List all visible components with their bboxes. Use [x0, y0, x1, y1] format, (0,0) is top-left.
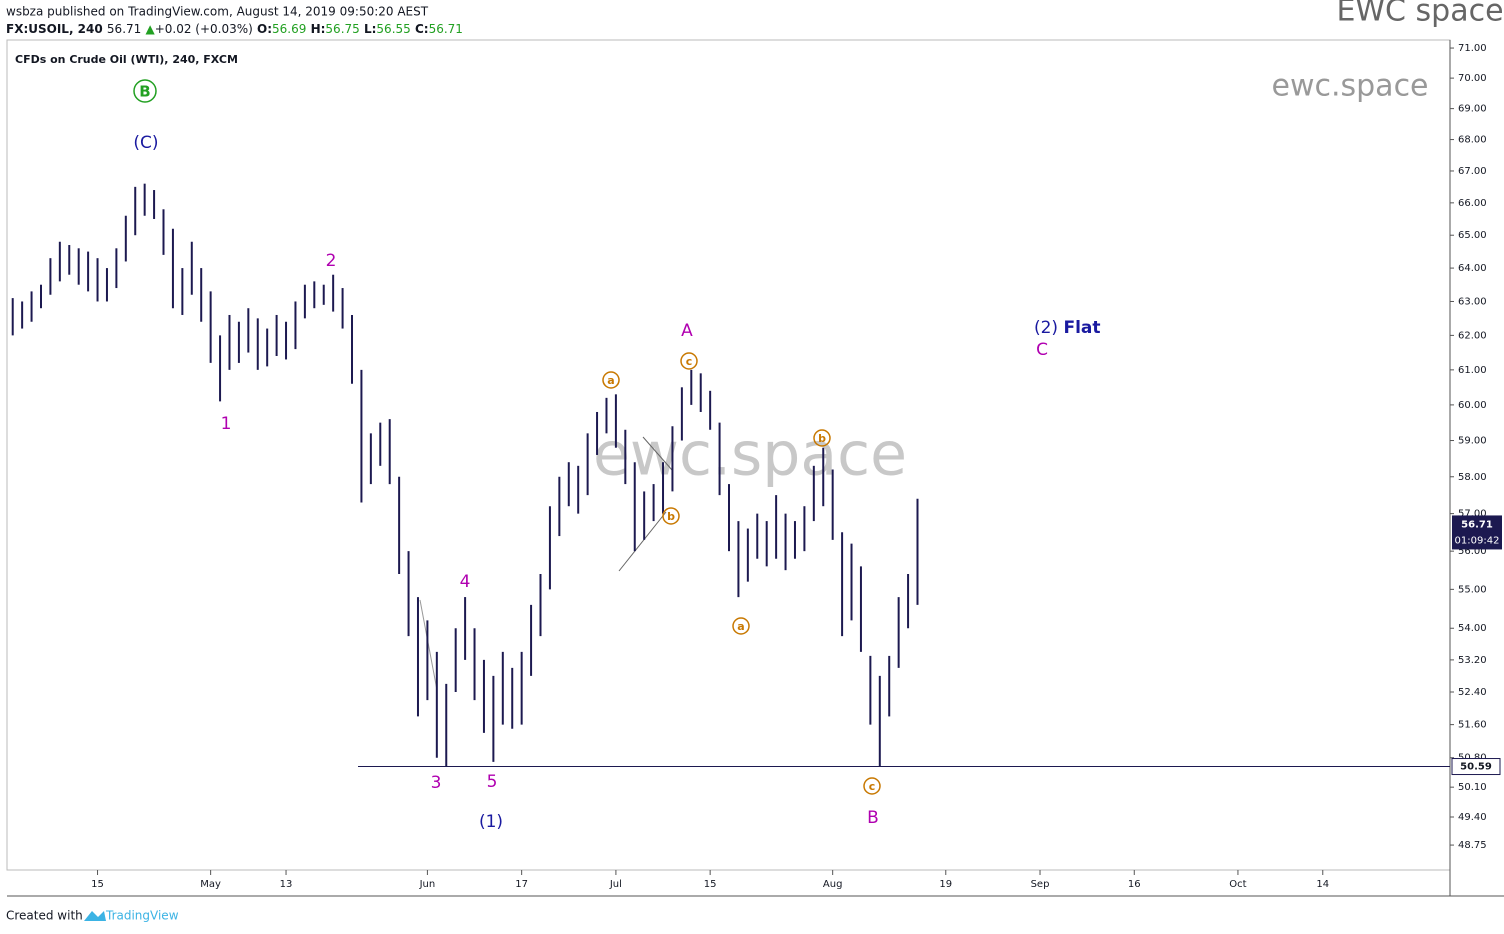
last-price-label: 56.71: [1461, 519, 1493, 530]
annotation: A: [681, 321, 693, 341]
annotation-circle: [133, 79, 157, 103]
y-tick-label: 53.20: [1458, 655, 1487, 666]
y-tick-label: 50.10: [1458, 782, 1487, 793]
annotation: B: [139, 83, 150, 101]
annotation-circle: [863, 777, 881, 795]
y-tick-label: 63.00: [1458, 296, 1487, 307]
publisher: wsbza published on TradingView.com, Augu…: [6, 5, 429, 19]
footer-created: Created with: [6, 909, 83, 923]
annotation: a: [607, 374, 614, 387]
h-value: 56.75: [325, 22, 359, 36]
x-tick-label: 15: [91, 879, 104, 890]
y-tick-label: 51.60: [1458, 720, 1487, 731]
c-label: C:: [415, 22, 429, 36]
annotation: (C): [133, 133, 158, 153]
level-tag: [1451, 758, 1501, 776]
o-label: O:: [257, 22, 272, 36]
l-value: 56.55: [376, 22, 410, 36]
annotation: a: [737, 620, 744, 633]
c-value: 56.71: [429, 22, 463, 36]
annotation: (2): [1034, 318, 1058, 338]
last-price-tag: [1452, 515, 1502, 550]
y-tick-label: 54.00: [1458, 623, 1487, 634]
annotation: 3: [431, 773, 442, 793]
o-value: 56.69: [272, 22, 306, 36]
x-tick-label: Oct: [1229, 879, 1246, 890]
annotation: 5: [487, 772, 498, 792]
watermark-corner: ewc.space: [1271, 69, 1428, 104]
x-tick-label: May: [200, 879, 221, 890]
y-tick-label: 60.00: [1458, 400, 1487, 411]
x-tick-label: 17: [515, 879, 528, 890]
annotation: B: [867, 808, 879, 828]
trend-line: [419, 599, 438, 691]
y-tick-label: 56.00: [1458, 546, 1487, 557]
y-tick-label: 64.00: [1458, 263, 1487, 274]
chart-title: CFDs on Crude Oil (WTI), 240, FXCM: [15, 53, 238, 66]
y-tick-label: 52.40: [1458, 687, 1487, 698]
y-tick-label: 66.00: [1458, 198, 1487, 209]
y-tick-label: 58.00: [1458, 472, 1487, 483]
y-tick-label: 55.00: [1458, 584, 1487, 595]
annotation: c: [686, 355, 693, 368]
arrow: ▲: [145, 22, 155, 36]
y-tick-label: 68.00: [1458, 135, 1487, 146]
trend-line: [642, 436, 673, 471]
y-tick-label: 69.00: [1458, 104, 1487, 115]
x-tick-label: 16: [1128, 879, 1141, 890]
y-tick-label: 67.00: [1458, 166, 1487, 177]
trend-line: [618, 511, 667, 572]
annotation-circle: [662, 507, 680, 525]
brand: EWC space: [1336, 0, 1503, 29]
l-label: L:: [364, 22, 376, 36]
symbol-name: FX:USOIL, 240: [6, 22, 103, 36]
annotation: c: [869, 780, 876, 793]
y-tick-label: 57.00: [1458, 509, 1487, 520]
symbol: FX:USOIL, 240 56.71 ▲+0.02 (+0.03%) O:56…: [6, 22, 463, 36]
price: 56.71: [107, 22, 141, 36]
annotation: Flat: [1063, 318, 1100, 338]
x-tick-label: Jun: [419, 879, 436, 890]
y-tick-label: 65.00: [1458, 230, 1487, 241]
annotation-circle: [732, 617, 750, 635]
change: +0.02 (+0.03%): [155, 22, 253, 36]
x-tick-label: Sep: [1031, 879, 1050, 890]
annotation-circle: [680, 352, 698, 370]
y-tick-label: 71.00: [1458, 43, 1487, 54]
annotation: 2: [326, 251, 337, 271]
logo-icon: [84, 911, 106, 921]
annotation: C: [1036, 340, 1048, 360]
level-tag-label: 50.59: [1460, 762, 1492, 773]
annotation: b: [667, 510, 675, 523]
y-tick-label: 49.40: [1458, 812, 1487, 823]
annotation: 4: [460, 572, 471, 592]
annotation-circle: [813, 429, 831, 447]
x-tick-label: 15: [704, 879, 717, 890]
x-tick-label: Aug: [823, 879, 843, 890]
y-tick-label: 70.00: [1458, 73, 1487, 84]
annotation-circle: [602, 371, 620, 389]
countdown: 01:09:42: [1455, 535, 1500, 546]
watermark-center: ewc.space: [593, 420, 907, 490]
y-tick-label: 48.75: [1458, 840, 1487, 851]
annotation: 1: [221, 414, 232, 434]
annotation: (1): [479, 812, 503, 832]
y-tick-label: 59.00: [1458, 436, 1487, 447]
x-tick-label: Jul: [609, 879, 622, 890]
y-tick-label: 62.00: [1458, 330, 1487, 341]
annotation: b: [818, 432, 826, 445]
x-tick-label: 13: [280, 879, 293, 890]
footer-logo: TradingView: [105, 909, 179, 923]
y-tick-label: 61.00: [1458, 365, 1487, 376]
h-label: H:: [311, 22, 326, 36]
x-tick-label: 14: [1316, 879, 1329, 890]
x-tick-label: 19: [939, 879, 952, 890]
